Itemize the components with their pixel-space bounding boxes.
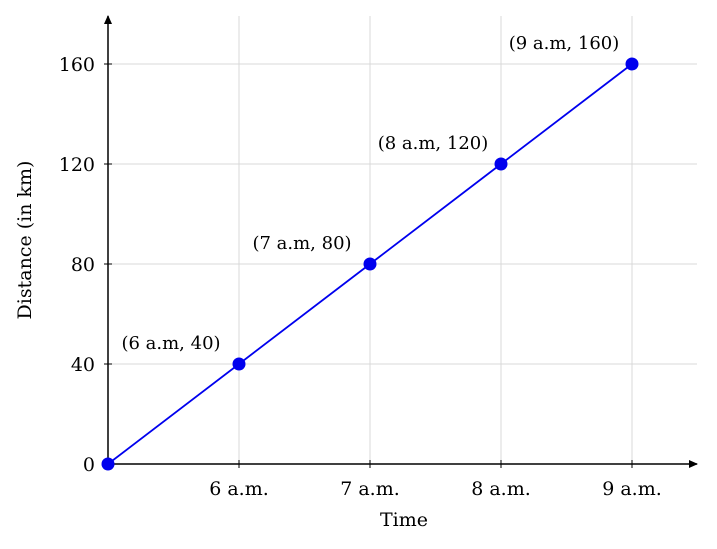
x-axis-title: Time bbox=[380, 509, 428, 531]
data-point-label: (6 a.m, 40) bbox=[121, 333, 220, 354]
data-point bbox=[494, 157, 508, 171]
y-tick-label: 40 bbox=[71, 354, 95, 376]
x-tick-label: 9 a.m. bbox=[602, 478, 662, 500]
y-tick-label: 80 bbox=[71, 254, 95, 276]
tick-labels: 6 a.m. 7 a.m. 8 a.m. 9 a.m. 0 40 80 120 160 bbox=[59, 54, 662, 500]
grid-lines bbox=[108, 16, 697, 464]
y-tick-label: 160 bbox=[59, 54, 95, 76]
data-point-label: (8 a.m, 120) bbox=[378, 133, 489, 154]
data-point-label: (9 a.m, 160) bbox=[509, 33, 620, 54]
y-axis-title: Distance (in km) bbox=[14, 161, 36, 320]
axes bbox=[104, 15, 698, 468]
y-tick-label: 120 bbox=[59, 154, 95, 176]
x-tick-label: 8 a.m. bbox=[471, 478, 531, 500]
data-point bbox=[625, 57, 639, 71]
x-tick-label: 6 a.m. bbox=[209, 478, 269, 500]
data-point bbox=[363, 257, 377, 271]
data-point bbox=[101, 457, 115, 471]
y-tick-label: 0 bbox=[83, 454, 95, 476]
data-labels: (6 a.m, 40) (7 a.m, 80) (8 a.m, 120) (9 a.m… bbox=[121, 33, 619, 354]
data-point bbox=[232, 357, 246, 371]
x-tick-label: 7 a.m. bbox=[340, 478, 400, 500]
data-series bbox=[101, 57, 639, 471]
data-point-label: (7 a.m, 80) bbox=[252, 233, 351, 254]
